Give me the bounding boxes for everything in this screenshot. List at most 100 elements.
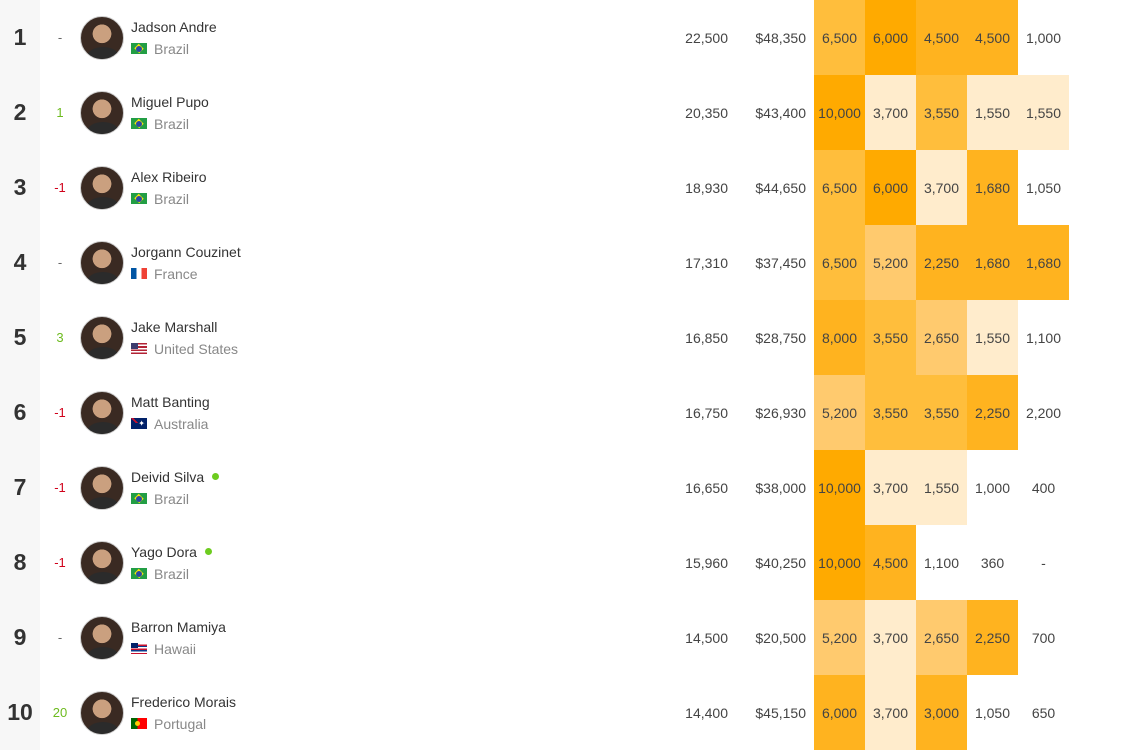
rank-number: 6 <box>0 375 40 450</box>
ranking-row[interactable]: 5 3 Jake Marshall United States 16,850 $… <box>0 300 1130 375</box>
athlete-country: Brazil <box>154 190 190 207</box>
athlete-info: Miguel Pupo Brazil <box>131 93 651 133</box>
athlete-avatar[interactable] <box>80 465 124 510</box>
athlete-info: Jorgann Couzinet France <box>131 243 651 283</box>
rank-number: 10 <box>0 675 40 750</box>
prize-money: $48,350 <box>755 29 806 46</box>
ranking-row[interactable]: 3 -1 Alex Ribeiro Brazil 18,930 $44,650 … <box>0 150 1130 225</box>
event-result-cell: 2,200 <box>1025 404 1062 421</box>
athlete-name[interactable]: Deivid Silva <box>131 468 205 485</box>
rank-number: 3 <box>0 150 40 225</box>
country-flag-icon <box>131 193 147 204</box>
ranking-row[interactable]: 10 20 Frederico Morais Portugal 14,400 $… <box>0 675 1130 750</box>
total-points: 17,310 <box>685 254 728 271</box>
athlete-name[interactable]: Frederico Morais <box>131 693 237 710</box>
event-result-cell: 1,550 <box>967 300 1018 375</box>
event-result-cell: 2,650 <box>916 600 967 675</box>
event-result-cell: 3,700 <box>865 675 916 750</box>
athlete-info: Alex Ribeiro Brazil <box>131 168 651 208</box>
athlete-name[interactable]: Jake Marshall <box>131 318 218 335</box>
athlete-name[interactable]: Alex Ribeiro <box>131 168 207 185</box>
athlete-avatar[interactable] <box>80 315 124 360</box>
event-result-cell: 3,550 <box>865 300 916 375</box>
rank-number: 4 <box>0 225 40 300</box>
prize-money: $40,250 <box>755 554 806 571</box>
rank-number: 5 <box>0 300 40 375</box>
athlete-avatar[interactable] <box>80 690 124 735</box>
athlete-avatar[interactable] <box>80 165 124 210</box>
ranking-row[interactable]: 8 -1 Yago Dora Brazil 15,960 $40,250 10,… <box>0 525 1130 600</box>
ranking-row[interactable]: 1 - Jadson Andre Brazil 22,500 $48,350 6… <box>0 0 1130 75</box>
event-results: 10,000 3,700 1,550 1,000 400 <box>814 450 1069 525</box>
event-result-cell: 1,550 <box>1018 75 1069 150</box>
athlete-country-line: Brazil <box>131 565 651 583</box>
athlete-name-line: Frederico Morais <box>131 693 651 711</box>
event-result-cell: 2,250 <box>967 375 1018 450</box>
event-result-cell: 650 <box>1031 704 1056 721</box>
athlete-name-line: Jorgann Couzinet <box>131 243 651 261</box>
event-result-cell: 3,550 <box>916 375 967 450</box>
athlete-avatar[interactable] <box>80 615 124 660</box>
event-result-cell: 6,500 <box>814 150 865 225</box>
athlete-country: France <box>154 265 198 282</box>
country-flag-icon <box>131 268 147 279</box>
country-flag-icon <box>131 343 147 354</box>
event-result-cell: 6,000 <box>865 150 916 225</box>
event-results: 10,000 3,700 3,550 1,550 1,550 <box>814 75 1069 150</box>
event-result-cell: 1,680 <box>967 150 1018 225</box>
prize-money: $37,450 <box>755 254 806 271</box>
ranking-row[interactable]: 2 1 Miguel Pupo Brazil 20,350 $43,400 10… <box>0 75 1130 150</box>
athlete-country: Brazil <box>154 115 190 132</box>
event-result-cell: 1,550 <box>967 75 1018 150</box>
athlete-name-line: Yago Dora <box>131 543 651 561</box>
athlete-avatar[interactable] <box>80 240 124 285</box>
event-result-cell: 3,700 <box>865 75 916 150</box>
rank-change: 3 <box>56 330 64 345</box>
ranking-row[interactable]: 9 - Barron Mamiya Hawaii 14,500 $20,500 … <box>0 600 1130 675</box>
event-result-cell: 5,200 <box>814 375 865 450</box>
athlete-country-line: Brazil <box>131 40 651 58</box>
event-result-cell: 10,000 <box>814 450 865 525</box>
athlete-name[interactable]: Miguel Pupo <box>131 93 209 110</box>
rank-change: -1 <box>54 405 66 420</box>
athlete-name-line: Alex Ribeiro <box>131 168 651 186</box>
total-points: 14,400 <box>685 704 728 721</box>
country-flag-icon <box>131 43 147 54</box>
athlete-country-line: Portugal <box>131 715 651 733</box>
athlete-country: Australia <box>154 415 209 432</box>
event-result-cell: 6,500 <box>814 225 865 300</box>
ranking-row[interactable]: 6 -1 Matt Banting Australia 16,750 $26,9… <box>0 375 1130 450</box>
athlete-name[interactable]: Matt Banting <box>131 393 210 410</box>
athlete-avatar[interactable] <box>80 540 124 585</box>
event-result-cell: 5,200 <box>865 225 916 300</box>
country-flag-icon <box>131 493 147 504</box>
ranking-row[interactable]: 7 -1 Deivid Silva Brazil 16,650 $38,000 … <box>0 450 1130 525</box>
athlete-avatar[interactable] <box>80 390 124 435</box>
rank-change: 20 <box>52 705 68 720</box>
athlete-country: Brazil <box>154 490 190 507</box>
event-results: 6,500 6,000 3,700 1,680 1,050 <box>814 150 1069 225</box>
total-points: 20,350 <box>685 104 728 121</box>
event-result-cell: 2,650 <box>916 300 967 375</box>
event-result-cell: 1,680 <box>1018 225 1069 300</box>
event-result-cell: 1,550 <box>916 450 967 525</box>
athlete-name-line: Jadson Andre <box>131 18 651 36</box>
total-points: 14,500 <box>685 629 728 646</box>
rank-change: 1 <box>56 105 64 120</box>
athlete-country-line: Australia <box>131 415 651 433</box>
athlete-name[interactable]: Jadson Andre <box>131 18 217 35</box>
athlete-avatar[interactable] <box>80 15 124 60</box>
ranking-row[interactable]: 4 - Jorgann Couzinet France 17,310 $37,4… <box>0 225 1130 300</box>
event-result-cell: 5,200 <box>814 600 865 675</box>
event-result-cell: 4,500 <box>967 0 1018 75</box>
prize-money: $44,650 <box>755 179 806 196</box>
athlete-name[interactable]: Barron Mamiya <box>131 618 226 635</box>
athlete-name[interactable]: Yago Dora <box>131 543 197 560</box>
prize-money: $43,400 <box>755 104 806 121</box>
event-result-cell: 3,700 <box>865 600 916 675</box>
athlete-name[interactable]: Jorgann Couzinet <box>131 243 241 260</box>
athlete-avatar[interactable] <box>80 90 124 135</box>
event-result-cell: 4,500 <box>916 0 967 75</box>
total-points: 16,850 <box>685 329 728 346</box>
event-result-cell: 1,000 <box>974 479 1011 496</box>
